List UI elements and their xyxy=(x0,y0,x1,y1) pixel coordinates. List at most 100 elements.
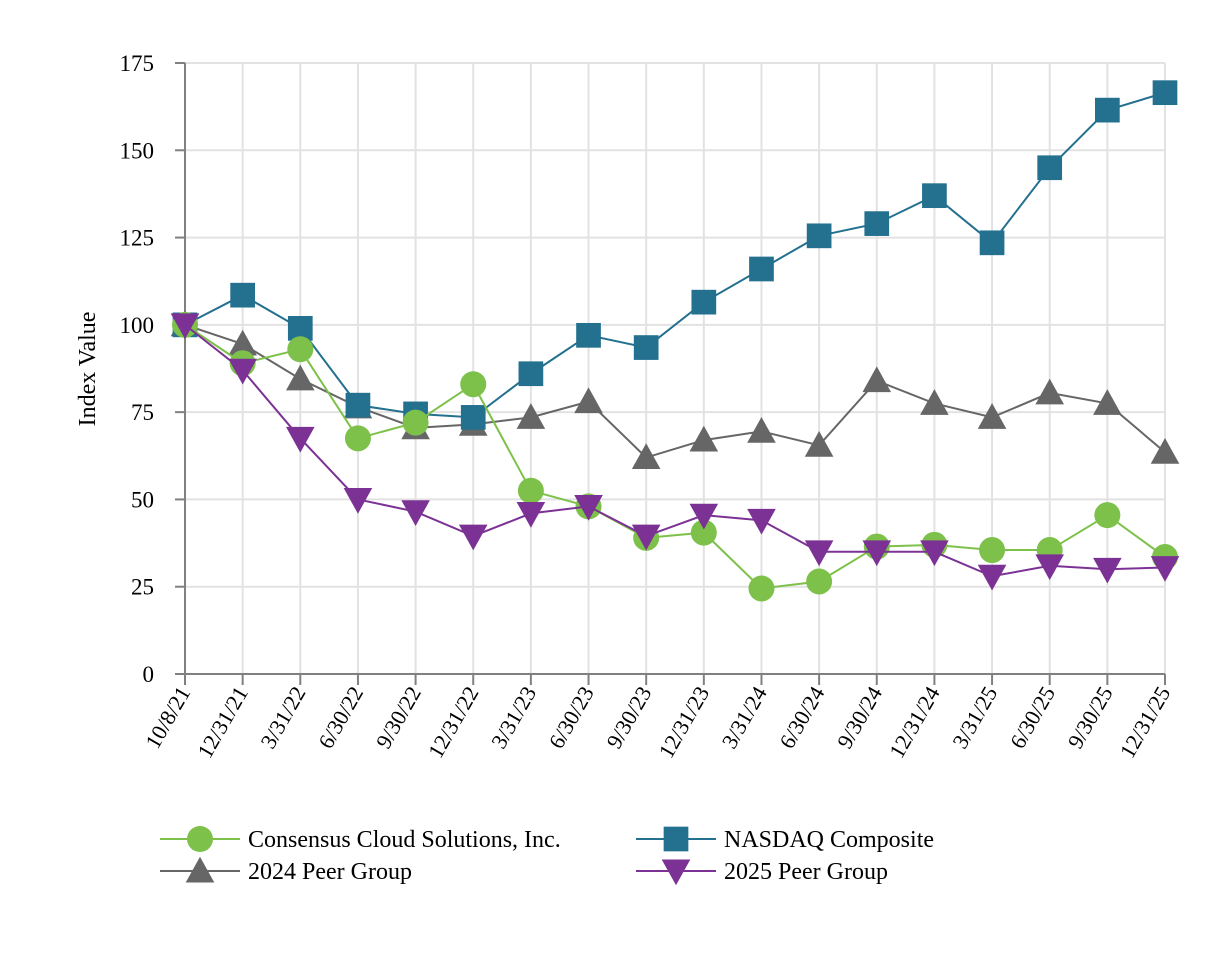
y-axis-title: Index Value xyxy=(75,312,101,427)
data-point-nasdaq-composite xyxy=(460,405,486,430)
data-point-2025-peer-group xyxy=(458,524,488,551)
series-line-consensus-cloud-solutions-inc xyxy=(184,324,1166,590)
x-tick-label: 12/31/25 xyxy=(1115,682,1176,762)
data-point-2025-peer-group xyxy=(285,426,315,453)
x-tick-label: 9/30/23 xyxy=(601,682,656,753)
data-point-2024-peer-group xyxy=(516,403,546,429)
data-point-consensus-cloud-solutions-inc xyxy=(460,371,487,398)
data-point-nasdaq-composite xyxy=(576,322,601,348)
data-point-nasdaq-composite xyxy=(922,183,947,209)
data-point-2025-peer-group xyxy=(1093,557,1122,584)
x-tick-label: 10/8/21 xyxy=(140,682,195,753)
data-point-nasdaq-composite xyxy=(1037,155,1063,181)
y-tick-label: 75 xyxy=(131,400,154,425)
data-point-consensus-cloud-solutions-inc xyxy=(748,575,775,602)
x-tick-label: 6/30/22 xyxy=(313,682,368,753)
series-2025-peer-group xyxy=(170,313,1180,591)
x-tick-label: 12/31/23 xyxy=(653,682,714,762)
y-tick-labels: 0 25 50 75 100 125 150 175 xyxy=(120,51,155,687)
data-point-2025-peer-group xyxy=(1035,554,1065,581)
x-tick-label: 3/31/25 xyxy=(947,682,1002,753)
series-line-2024-peer-group xyxy=(184,323,1166,459)
data-point-consensus-cloud-solutions-inc xyxy=(344,425,371,452)
data-point-nasdaq-composite xyxy=(1152,80,1178,106)
data-point-consensus-cloud-solutions-inc xyxy=(287,336,314,363)
legend-label: NASDAQ Composite xyxy=(724,827,934,853)
series-lines xyxy=(170,80,1180,602)
series-consensus-cloud-solutions-inc xyxy=(172,311,1178,602)
data-point-2024-peer-group xyxy=(285,364,315,391)
legend-marker-nasdaq-composite xyxy=(663,826,689,852)
x-tick-label: 12/31/22 xyxy=(423,682,484,762)
x-tick-label: 12/31/21 xyxy=(192,682,253,762)
series-2024-peer-group xyxy=(170,310,1180,469)
data-point-2024-peer-group xyxy=(804,431,834,457)
y-tick-label: 25 xyxy=(131,575,154,600)
data-point-consensus-cloud-solutions-inc xyxy=(1094,502,1121,529)
legend-label: Consensus Cloud Solutions, Inc. xyxy=(248,827,561,853)
y-tick-label: 125 xyxy=(120,226,155,251)
data-point-2024-peer-group xyxy=(631,443,661,469)
data-point-2025-peer-group xyxy=(920,540,949,567)
legend-item-nasdaq-composite: NASDAQ Composite xyxy=(636,826,934,853)
data-point-2025-peer-group xyxy=(862,540,892,567)
data-point-consensus-cloud-solutions-inc xyxy=(806,568,833,595)
data-point-2025-peer-group xyxy=(631,524,661,551)
legend-label: 2024 Peer Group xyxy=(248,859,412,885)
x-tick-label: 6/30/24 xyxy=(774,682,829,753)
legend-marker-2024-peer-group xyxy=(185,856,215,883)
data-point-nasdaq-composite xyxy=(749,256,774,282)
legend-label: 2025 Peer Group xyxy=(724,859,888,885)
data-point-nasdaq-composite xyxy=(518,361,544,387)
data-point-consensus-cloud-solutions-inc xyxy=(979,537,1006,564)
axes xyxy=(175,62,1166,685)
data-point-nasdaq-composite xyxy=(864,211,890,236)
data-point-2025-peer-group xyxy=(574,494,603,521)
legend: Consensus Cloud Solutions, Inc. NASDAQ Co… xyxy=(160,826,934,886)
legend-item-2024-peer-group: 2024 Peer Group xyxy=(160,856,412,885)
data-point-2025-peer-group xyxy=(804,540,834,567)
data-point-2024-peer-group xyxy=(1150,437,1180,464)
y-tick-label: 50 xyxy=(131,487,154,512)
y-tick-label: 175 xyxy=(120,51,155,76)
data-point-2025-peer-group xyxy=(343,487,373,514)
data-point-2025-peer-group xyxy=(689,503,719,530)
x-tick-label: 3/31/22 xyxy=(255,682,310,753)
data-point-nasdaq-composite xyxy=(633,335,659,360)
data-point-2024-peer-group xyxy=(1035,378,1065,405)
data-point-2025-peer-group xyxy=(977,564,1007,591)
data-point-2024-peer-group xyxy=(977,403,1007,429)
data-point-2025-peer-group xyxy=(170,313,200,340)
y-tick-label: 150 xyxy=(120,138,155,163)
data-point-2024-peer-group xyxy=(1093,389,1122,415)
data-point-2024-peer-group xyxy=(228,329,257,356)
data-point-nasdaq-composite xyxy=(979,230,1005,256)
x-tick-label: 9/30/25 xyxy=(1062,682,1117,753)
data-point-2025-peer-group xyxy=(747,508,776,535)
x-tick-label: 9/30/22 xyxy=(371,682,426,753)
legend-marker-2025-peer-group xyxy=(661,859,691,886)
x-tick-label: 6/30/23 xyxy=(544,682,599,753)
data-point-2024-peer-group xyxy=(574,387,603,414)
legend-item-consensus-cloud-solutions-inc: Consensus Cloud Solutions, Inc. xyxy=(160,826,561,853)
series-line-nasdaq-composite xyxy=(184,91,1166,419)
data-point-nasdaq-composite xyxy=(691,289,717,315)
data-point-2024-peer-group xyxy=(689,425,719,452)
data-point-nasdaq-composite xyxy=(345,392,371,418)
data-point-consensus-cloud-solutions-inc xyxy=(517,477,544,504)
y-tick-label: 100 xyxy=(120,313,155,338)
data-point-2025-peer-group xyxy=(1150,556,1180,582)
series-line-2025-peer-group xyxy=(184,324,1166,578)
series-nasdaq-composite xyxy=(172,80,1178,430)
data-point-2025-peer-group xyxy=(228,358,257,385)
data-point-nasdaq-composite xyxy=(230,282,255,308)
x-tick-label: 6/30/25 xyxy=(1005,682,1060,753)
x-tick-label: 3/31/24 xyxy=(717,682,772,753)
data-point-2024-peer-group xyxy=(747,417,776,443)
data-point-nasdaq-composite xyxy=(1095,97,1120,123)
x-tick-label: 9/30/24 xyxy=(832,682,887,753)
y-tick-label: 0 xyxy=(143,662,155,687)
data-point-2025-peer-group xyxy=(401,500,430,526)
